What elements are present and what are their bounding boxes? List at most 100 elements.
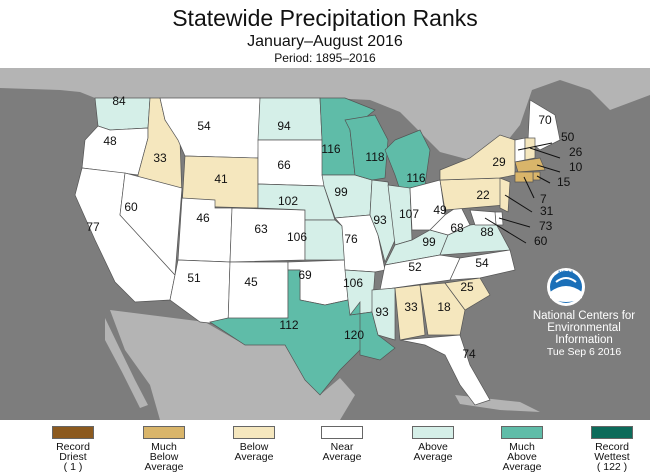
rank-label-ok: 69 bbox=[298, 268, 312, 282]
rank-label-md: 60 bbox=[534, 234, 548, 248]
rank-label-ms: 93 bbox=[375, 305, 389, 319]
state-ma bbox=[514, 157, 546, 173]
legend-label: Above Average bbox=[413, 441, 453, 463]
legend-label: Record Driest ( 1 ) bbox=[56, 441, 90, 473]
state-me bbox=[527, 99, 561, 151]
ncei-credit: National Centers for Environmental Infor… bbox=[524, 310, 644, 358]
rank-label-nc: 54 bbox=[475, 256, 489, 270]
legend-swatch bbox=[52, 426, 94, 439]
ncei-credit-line1: National Centers for bbox=[532, 310, 636, 322]
state-ks bbox=[304, 219, 346, 261]
legend-item: Record Wettest ( 122 ) bbox=[573, 426, 650, 472]
rank-label-tx: 112 bbox=[279, 318, 298, 332]
legend-item: Record Driest ( 1 ) bbox=[34, 426, 112, 472]
mexico-landmass bbox=[110, 310, 355, 420]
rank-label-wi: 118 bbox=[365, 150, 384, 164]
category-legend: Record Driest ( 1 ) Much Below Average Bel… bbox=[0, 420, 650, 475]
legend-item: Much Below Average bbox=[125, 426, 203, 472]
rank-label-nh: 26 bbox=[569, 145, 583, 159]
legend-swatch bbox=[412, 426, 454, 439]
rank-label-id: 33 bbox=[153, 151, 167, 165]
rank-label-mi: 116 bbox=[406, 171, 425, 185]
legend-item: Near Average bbox=[303, 426, 381, 462]
rank-label-nj: 31 bbox=[540, 204, 554, 218]
noaa-logo-text: NOAA bbox=[558, 271, 574, 277]
legend-item: Below Average bbox=[215, 426, 293, 462]
northeast-leader-lines bbox=[484, 142, 561, 244]
rank-label-nd: 94 bbox=[277, 119, 291, 133]
leader-line-md bbox=[484, 217, 527, 244]
leader-line-de bbox=[498, 217, 531, 228]
map-title: Statewide Precipitation Ranks bbox=[172, 5, 478, 31]
state-nc bbox=[449, 249, 516, 281]
state-nh bbox=[524, 137, 536, 161]
rank-label-ky: 99 bbox=[422, 235, 436, 249]
leader-line-ct bbox=[523, 176, 535, 199]
legend-swatch bbox=[143, 426, 185, 439]
rank-label-mt: 54 bbox=[197, 119, 211, 133]
legend-label: Record Wettest ( 122 ) bbox=[594, 441, 630, 473]
state-al bbox=[394, 284, 426, 341]
canada-landmass bbox=[0, 68, 650, 160]
leader-line-nh bbox=[529, 147, 561, 159]
rank-label-wa: 84 bbox=[112, 94, 126, 108]
rank-label-ny: 29 bbox=[492, 155, 506, 169]
rank-label-co: 63 bbox=[254, 222, 268, 236]
rank-label-ne: 102 bbox=[278, 194, 298, 208]
state-sd bbox=[257, 139, 325, 187]
state-il bbox=[369, 179, 396, 264]
rank-label-vt: 50 bbox=[561, 130, 575, 144]
baja-landmass bbox=[105, 318, 148, 408]
legend-swatch bbox=[321, 426, 363, 439]
leader-line-nj bbox=[504, 194, 533, 213]
state-ga bbox=[419, 282, 466, 336]
legend-label: Much Below Average bbox=[144, 441, 184, 473]
state-shapes bbox=[74, 97, 561, 406]
rank-label-ar: 106 bbox=[343, 276, 363, 290]
state-pa bbox=[439, 177, 506, 211]
state-sc bbox=[444, 277, 491, 311]
state-tx bbox=[209, 269, 366, 396]
legend-label: Below Average bbox=[234, 441, 274, 463]
rank-label-oh: 49 bbox=[433, 203, 447, 217]
rank-label-la: 120 bbox=[344, 328, 364, 342]
leader-line-ma bbox=[536, 164, 561, 173]
ncei-credit-line3: Information bbox=[555, 334, 613, 346]
state-fl bbox=[399, 334, 491, 406]
rank-label-ca: 77 bbox=[86, 220, 100, 234]
state-rank-labels: 84 48 77 33 60 54 41 46 51 63 45 94 66 102 106 69 112 116… bbox=[86, 94, 582, 361]
rank-label-ct: 7 bbox=[540, 192, 547, 206]
leader-line-ri bbox=[536, 175, 551, 184]
rank-label-de: 73 bbox=[539, 219, 553, 233]
rank-label-ut: 46 bbox=[196, 211, 210, 225]
rank-label-mn: 116 bbox=[321, 142, 340, 156]
rank-label-ks: 106 bbox=[287, 230, 307, 244]
ncei-credit-line2: Environmental bbox=[547, 322, 621, 334]
leader-line-vt bbox=[517, 142, 553, 151]
rank-label-sd: 66 bbox=[277, 158, 291, 172]
map-subtitle: January–August 2016 bbox=[247, 33, 403, 50]
rank-label-wv: 68 bbox=[450, 221, 464, 235]
rank-label-pa: 22 bbox=[476, 188, 490, 202]
rank-label-ri: 15 bbox=[557, 175, 571, 189]
state-nm bbox=[227, 261, 289, 326]
rank-label-ga: 18 bbox=[437, 300, 451, 314]
state-ri bbox=[532, 171, 541, 181]
state-wv bbox=[429, 204, 471, 236]
rank-label-sc: 25 bbox=[460, 280, 474, 294]
rank-label-mo: 76 bbox=[344, 232, 358, 246]
legend-item: Above Average bbox=[394, 426, 472, 462]
ncei-credit-date: Tue Sep 6 2016 bbox=[546, 346, 622, 358]
rank-label-va: 88 bbox=[480, 225, 494, 239]
rank-label-al: 33 bbox=[404, 300, 418, 314]
rank-label-nm: 45 bbox=[244, 275, 258, 289]
state-ms bbox=[371, 287, 396, 341]
legend-label: Near Average bbox=[322, 441, 362, 463]
rank-label-me: 70 bbox=[538, 113, 552, 127]
legend-swatch bbox=[501, 426, 543, 439]
rank-label-nv: 60 bbox=[124, 200, 138, 214]
noaa-logo: NOAA bbox=[547, 268, 585, 306]
legend-label: Much Above Average bbox=[502, 441, 542, 473]
map-header: Statewide Precipitation Ranks January–Au… bbox=[0, 0, 650, 68]
us-precipitation-map: 84 48 77 33 60 54 41 46 51 63 45 94 66 102 106 69 112 116… bbox=[0, 68, 650, 420]
